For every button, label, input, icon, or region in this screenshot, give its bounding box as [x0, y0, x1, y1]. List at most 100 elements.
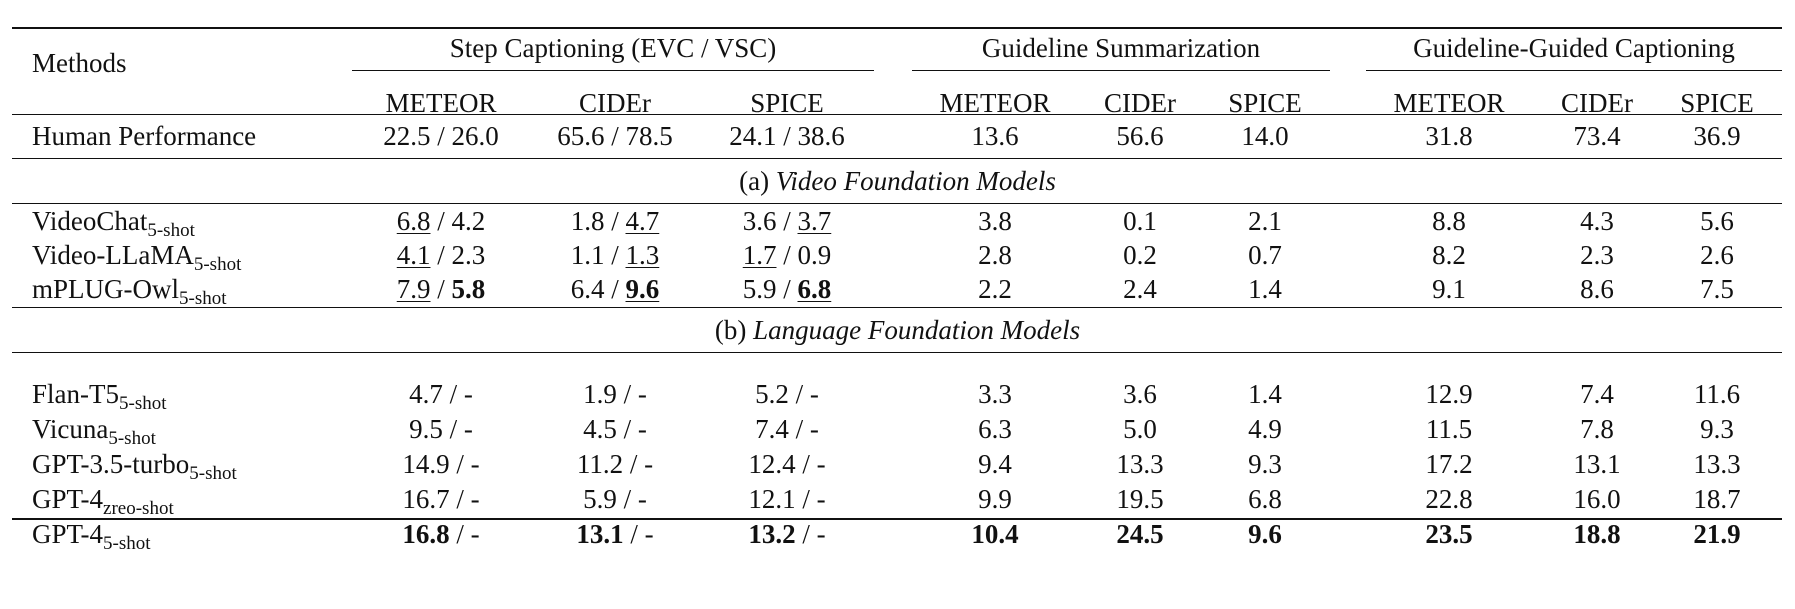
table-cell: 5.6 [1700, 206, 1734, 236]
cell-value: 0.7 [1248, 240, 1282, 270]
group-header-step-captioning: Step Captioning (EVC / VSC) [449, 33, 777, 63]
cell-value: 3.6 [1123, 379, 1157, 409]
cell-value: 6.8 [1248, 484, 1282, 514]
table-cell: 9.6 [1248, 519, 1282, 549]
cell-value: 9.5 / - [409, 414, 473, 444]
table-cell: 24.5 [1116, 519, 1163, 549]
cell-value: 7.4 / - [755, 414, 819, 444]
table-cell: 6.4 / 9.6 [571, 274, 660, 304]
table-cell: 36.9 [1693, 121, 1740, 151]
cell-value: / - [623, 519, 654, 549]
cell-value: 7.9 [396, 274, 431, 304]
table-cell: 13.3 [1116, 449, 1163, 479]
table-cell: 13.1 / - [576, 519, 653, 549]
cell-value: 4.3 [1580, 206, 1614, 236]
table-cell: 5.9 / - [583, 484, 647, 514]
cell-value: 6.8 [396, 206, 431, 236]
metric-header-cider: CIDEr [579, 88, 651, 118]
table-cell: 1.8 / 4.7 [571, 206, 660, 236]
cell-value: 7.5 [1700, 274, 1734, 304]
table-cell: 13.1 [1573, 449, 1620, 479]
cell-value: 31.8 [1425, 121, 1473, 151]
table-cell: 8.6 [1580, 274, 1614, 304]
cell-value: 13.3 [1693, 449, 1741, 479]
cell-value: 9.3 [1700, 414, 1734, 444]
cell-value: / 0.9 [776, 240, 832, 270]
bottom-rule [12, 518, 1782, 520]
cell-value: 17.2 [1425, 449, 1473, 479]
table-cell: 13.3 [1693, 449, 1740, 479]
cell-value: 23.5 [1425, 519, 1473, 549]
method-label: Video-LLaMA [32, 240, 194, 270]
method-setting: 5-shot [147, 220, 195, 241]
table-cell: 3.8 [978, 206, 1012, 236]
table-cell: 2.3 [1580, 240, 1614, 270]
cell-value: / 4.2 [430, 206, 486, 236]
cell-value: 13.1 [576, 519, 624, 549]
cell-value: 4.5 / - [583, 414, 647, 444]
cell-value: 9.9 [978, 484, 1012, 514]
metric-header-meteor: METEOR [939, 88, 1051, 118]
table-cell: 18.7 [1693, 484, 1740, 514]
method-label: Flan-T5 [32, 379, 119, 409]
cell-value: 3.8 [978, 206, 1012, 236]
human-rule [12, 158, 1782, 159]
table-cell: 0.7 [1248, 240, 1282, 270]
top-rule [12, 27, 1782, 29]
cell-value: 2.8 [978, 240, 1012, 270]
cell-value: 6.4 / [570, 274, 626, 304]
cell-value: 8.8 [1432, 206, 1466, 236]
cell-value: 0.2 [1123, 240, 1157, 270]
group-header-guideline-guided-captioning: Guideline-Guided Captioning [1413, 33, 1735, 63]
method-setting: 5-shot [189, 463, 237, 484]
table-cell: 3.6 / 3.7 [743, 206, 832, 236]
method-label: Human Performance [32, 121, 257, 151]
table-cell: 19.5 [1116, 484, 1163, 514]
table-cell: 10.4 [971, 519, 1018, 549]
table-cell: 7.4 [1580, 379, 1614, 409]
table-cell: 4.5 / - [583, 414, 647, 444]
method-name: VideoChat5-shot [32, 206, 195, 240]
cell-value: 7.4 [1580, 379, 1614, 409]
table-cell: 14.0 [1241, 121, 1288, 151]
cell-value: 4.7 / - [409, 379, 473, 409]
table-cell: 6.8 / 4.2 [397, 206, 486, 236]
cell-value: 5.0 [1123, 414, 1157, 444]
table-cell: 14.9 / - [402, 449, 479, 479]
cell-value: 4.7 [625, 206, 660, 236]
cell-value: 14.0 [1241, 121, 1289, 151]
cell-value: 3.3 [978, 379, 1012, 409]
cell-value: 11.2 / - [576, 449, 654, 479]
table-cell: 1.4 [1248, 274, 1282, 304]
header-rule [12, 114, 1782, 115]
table-cell: 17.2 [1425, 449, 1472, 479]
cell-value: 12.1 / - [748, 484, 826, 514]
cell-value: 14.9 / - [402, 449, 480, 479]
metric-header-spice: SPICE [1228, 88, 1302, 118]
table-cell: 6.8 [1248, 484, 1282, 514]
cell-value: 5.8 [451, 274, 486, 304]
table-cell: 16.8 / - [402, 519, 479, 549]
cell-value: 9.4 [978, 449, 1012, 479]
method-setting: 5-shot [193, 254, 242, 275]
cell-value: 1.8 / [570, 206, 626, 236]
cell-value: 12.4 / - [748, 449, 826, 479]
table-cell: 6.3 [978, 414, 1012, 444]
table-cell: 8.2 [1432, 240, 1466, 270]
method-label: Vicuna [32, 414, 109, 444]
method-setting: 5-shot [179, 288, 227, 309]
method-name: GPT-3.5-turbo5-shot [32, 449, 237, 483]
cell-value: 8.6 [1580, 274, 1614, 304]
cell-value: 5.2 / - [755, 379, 819, 409]
table-cell: 1.9 / - [583, 379, 647, 409]
method-name: mPLUG-Owl5-shot [32, 274, 227, 308]
cell-value: 6.8 [797, 274, 832, 304]
metric-header-cider: CIDEr [1104, 88, 1176, 118]
table-cell: 9.4 [978, 449, 1012, 479]
cell-value: 5.9 / - [583, 484, 647, 514]
cell-value: 56.6 [1116, 121, 1164, 151]
table-cell: 22.8 [1425, 484, 1472, 514]
metric-header-cider: CIDEr [1561, 88, 1633, 118]
table-cell: 9.9 [978, 484, 1012, 514]
cell-value: 4.1 [396, 240, 431, 270]
